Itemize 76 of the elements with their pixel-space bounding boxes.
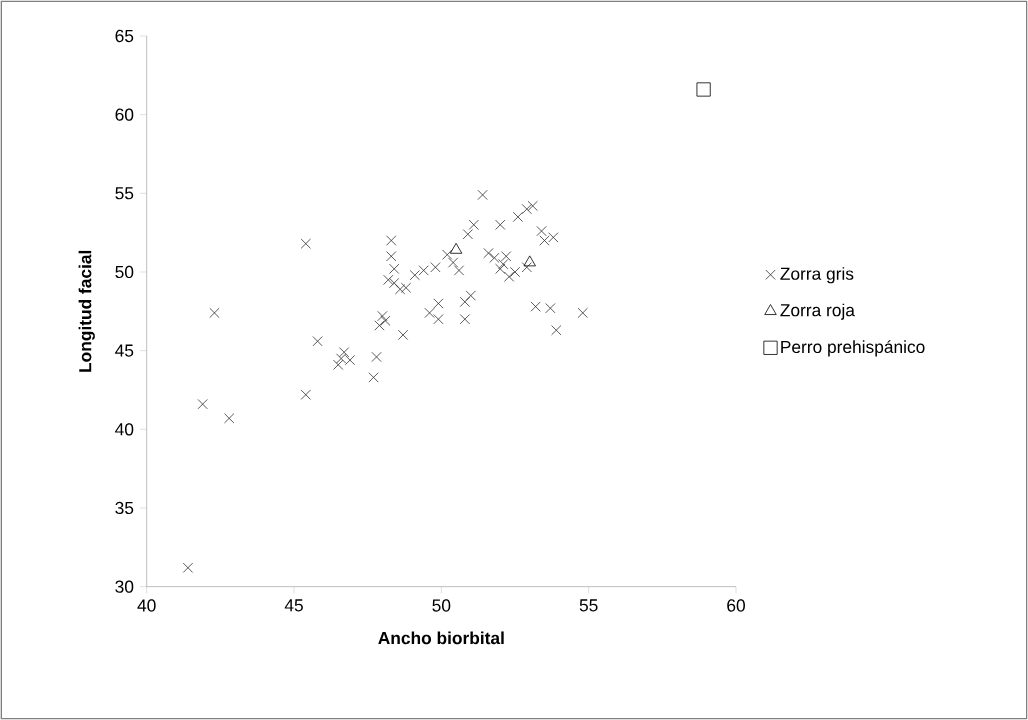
point bbox=[459, 314, 471, 325]
point bbox=[453, 265, 465, 276]
y-tick-label: 50 bbox=[115, 265, 134, 279]
point bbox=[374, 320, 385, 331]
x-tick-label: 40 bbox=[137, 599, 156, 612]
point bbox=[197, 399, 208, 410]
point bbox=[409, 270, 420, 281]
point bbox=[545, 303, 556, 314]
point bbox=[300, 389, 311, 400]
point bbox=[397, 329, 409, 341]
point bbox=[224, 413, 235, 424]
y-tick-label: 30 bbox=[115, 580, 134, 593]
point bbox=[551, 325, 562, 336]
point bbox=[521, 262, 532, 273]
x-tick-label: 55 bbox=[579, 599, 598, 612]
point bbox=[495, 219, 506, 230]
x-tick-label: 50 bbox=[432, 599, 451, 612]
y-tick-label: 40 bbox=[115, 423, 134, 436]
point bbox=[459, 296, 471, 307]
point bbox=[386, 251, 397, 262]
point bbox=[418, 265, 429, 276]
y-axis-title: Longitud facial bbox=[78, 250, 95, 372]
point bbox=[380, 315, 391, 326]
point bbox=[300, 238, 311, 249]
point bbox=[503, 271, 515, 282]
legend-label: Perro prehispánico bbox=[781, 340, 925, 357]
point bbox=[468, 219, 479, 230]
point bbox=[539, 235, 550, 246]
y-tick-label: 65 bbox=[115, 29, 134, 43]
point bbox=[209, 307, 220, 319]
point bbox=[383, 274, 394, 285]
y-tick-label: 35 bbox=[115, 501, 134, 515]
point bbox=[489, 252, 500, 263]
point bbox=[333, 359, 344, 370]
point bbox=[521, 203, 532, 215]
point bbox=[501, 251, 512, 262]
legend-label: Zorra roja bbox=[780, 303, 855, 320]
y-tick-label: 60 bbox=[115, 108, 134, 121]
point bbox=[442, 249, 453, 260]
point bbox=[389, 263, 400, 274]
point bbox=[512, 211, 524, 223]
y-tick-label: 55 bbox=[115, 187, 134, 200]
point bbox=[483, 248, 494, 259]
y-tick-label: 45 bbox=[115, 344, 134, 357]
point bbox=[371, 351, 382, 363]
point bbox=[498, 259, 509, 270]
point bbox=[368, 372, 379, 383]
point bbox=[182, 562, 194, 573]
point bbox=[377, 310, 388, 322]
point bbox=[449, 242, 463, 254]
point bbox=[389, 277, 400, 289]
point bbox=[433, 298, 444, 309]
x-tick-label: 60 bbox=[727, 599, 745, 612]
point bbox=[577, 307, 588, 319]
point bbox=[338, 347, 350, 358]
x-axis-title: Ancho biorbital bbox=[378, 631, 504, 645]
point bbox=[696, 82, 711, 97]
point bbox=[448, 257, 459, 268]
point bbox=[548, 232, 559, 243]
point bbox=[433, 314, 444, 325]
point bbox=[530, 301, 541, 312]
point bbox=[495, 263, 506, 274]
point bbox=[536, 225, 547, 237]
point bbox=[465, 290, 476, 301]
point bbox=[462, 229, 473, 240]
point bbox=[430, 262, 441, 273]
point bbox=[386, 235, 397, 246]
point bbox=[527, 200, 538, 212]
point bbox=[400, 282, 412, 293]
point bbox=[523, 255, 536, 267]
point bbox=[477, 189, 488, 201]
x-tick-label: 45 bbox=[284, 599, 303, 612]
point bbox=[424, 307, 435, 319]
point bbox=[312, 336, 323, 347]
legend-label: Zorra gris bbox=[780, 267, 854, 284]
point bbox=[394, 284, 406, 295]
